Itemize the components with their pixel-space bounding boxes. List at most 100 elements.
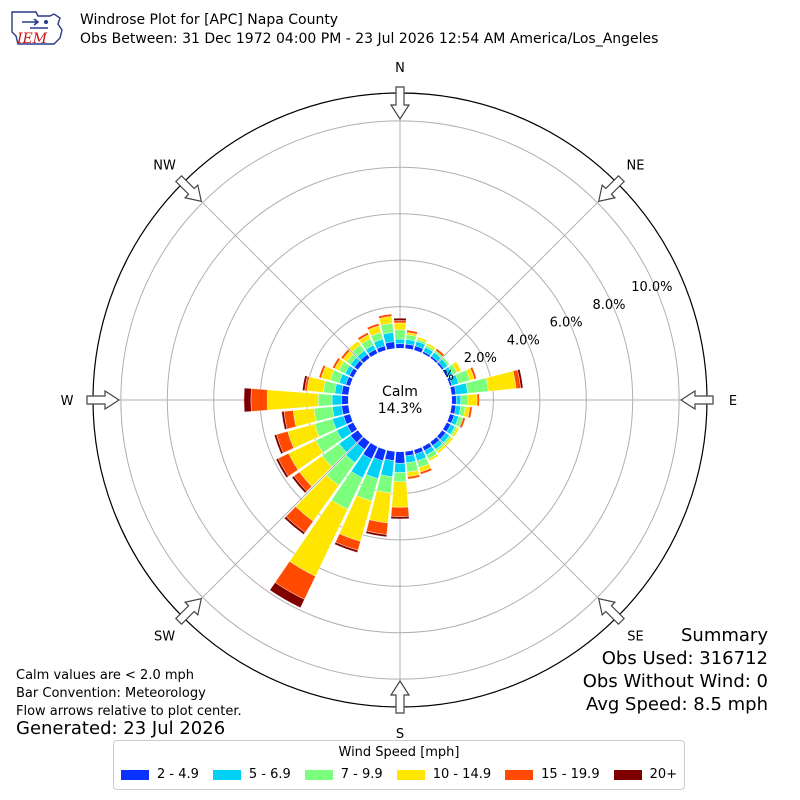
chart-header: Windrose Plot for [APC] Napa County Obs … (80, 11, 658, 49)
direction-label: E (729, 394, 737, 409)
windrose-bar-segment (348, 340, 361, 352)
calm-note: Calm values are < 2.0 mph (16, 668, 195, 683)
windrose-bar-segment (393, 320, 407, 324)
windrose-bar-segment (444, 436, 454, 447)
direction-label: NW (153, 159, 176, 174)
legend-label: 5 - 6.9 (248, 767, 291, 782)
legend-title: Wind Speed [mph] (338, 745, 460, 760)
arrow-shape (679, 389, 714, 411)
grid-spoke (432, 432, 618, 618)
windrose-bar-segment (416, 336, 428, 343)
legend-label: 15 - 19.9 (541, 767, 600, 782)
arrow-shape (597, 597, 626, 626)
windrose-bar-segment (292, 408, 317, 427)
windrose-bar-segment (394, 329, 406, 340)
arrow-shape (597, 174, 626, 203)
windrose-bar-segment (318, 364, 326, 379)
windrose-bar-segment (332, 405, 344, 418)
calm-circle (348, 348, 452, 452)
direction-arrow-icon (86, 389, 121, 411)
arrow-shape (174, 174, 203, 203)
radial-tick-label: 8.0% (592, 298, 625, 313)
windrose-bar-segment (393, 472, 407, 483)
windrose-bar-segment (273, 434, 284, 455)
windrose-bar-segment (332, 357, 341, 369)
windrose-bar-segment (283, 516, 306, 535)
windrose-bar-segment (467, 406, 473, 419)
windrose-bar-segment (467, 393, 478, 407)
generated-date: Generated: 23 Jul 2026 (16, 718, 226, 739)
windrose-bar-segment (382, 332, 395, 344)
windrose-bar-segment (281, 411, 288, 430)
direction-label: NE (626, 159, 644, 174)
windrose-bar-segment (357, 332, 369, 341)
legend-label: 7 - 9.9 (340, 767, 383, 782)
windrose-bar-segment (390, 506, 410, 517)
radial-tick-label: 2.0% (464, 351, 497, 366)
windrose-bar-segment (291, 475, 307, 494)
legend-label: 10 - 14.9 (432, 767, 492, 782)
direction-arrow-icon (597, 597, 626, 626)
windrose-bar-segment (378, 313, 393, 319)
summary-title: Summary (681, 625, 768, 646)
arrow-shape (389, 86, 411, 121)
grid-spoke (432, 182, 618, 368)
chart-subtitle: Obs Between: 31 Dec 1972 04:00 PM - 23 J… (80, 31, 659, 47)
direction-arrow-icon (174, 174, 203, 203)
direction-label: S (396, 727, 404, 742)
calm-value: 14.3% (378, 401, 422, 417)
summary-obs-without-wind: Obs Without Wind: 0 (582, 671, 768, 692)
grid-spoke (182, 182, 368, 368)
chart-title: Windrose Plot for [APC] Napa County (80, 12, 339, 28)
radial-tick-label: 6.0% (550, 316, 583, 331)
windrose-bar-segment (435, 348, 445, 357)
windrose-bar-segment (340, 348, 351, 360)
windrose-bar-segment (406, 329, 418, 335)
windrose-bar-segment (454, 382, 468, 395)
arrow-shape (389, 679, 411, 714)
arrow-shape (174, 597, 203, 626)
direction-label: N (395, 61, 405, 76)
direction-arrows: N NE E SE S SW W NW (61, 61, 738, 742)
windrose-bar-segment (306, 376, 326, 393)
windrose-bar-segment (419, 467, 433, 475)
windrose-bar-segment (366, 323, 380, 330)
radial-tick-label: 10.0% (631, 280, 672, 295)
windrose-bar-segment (390, 516, 410, 520)
windrose-bar-segment (334, 541, 359, 553)
direction-label: SE (627, 629, 643, 644)
windrose-bar-segment (393, 317, 407, 321)
windrose-bar-segment (365, 530, 388, 538)
windrose-bar-segment (322, 380, 337, 394)
summary-avg-speed: Avg Speed: 8.5 mph (586, 694, 768, 715)
windrose-bar-segment (269, 582, 305, 609)
legend-swatch (396, 769, 425, 780)
legend-swatch (304, 769, 333, 780)
summary-box: Summary Obs Used: 316712 Obs Without Win… (583, 624, 768, 716)
bar-convention-note: Bar Convention: Meteorology (16, 686, 206, 701)
legend-item: 20+ (613, 767, 677, 782)
legend-swatch (505, 769, 534, 780)
calm-label: Calm (382, 384, 418, 400)
legend-swatch (613, 769, 642, 780)
legend-item: 5 - 6.9 (212, 767, 291, 782)
direction-label: SW (154, 629, 175, 644)
windrose-bar-segment (302, 375, 308, 391)
windrose-bar-segment (459, 417, 466, 429)
windrose-bar-segment (485, 370, 517, 392)
windrose-bars (243, 313, 524, 609)
iem-logo: IEM (11, 11, 63, 47)
windrose-bar-segment (476, 393, 480, 407)
windrose-bar-segment (441, 357, 450, 367)
direction-arrow-icon (389, 679, 411, 714)
direction-arrow-icon (679, 389, 714, 411)
plot-notes: Calm values are < 2.0 mph Bar Convention… (16, 667, 242, 721)
direction-arrow-icon (174, 597, 203, 626)
direction-label: W (61, 394, 74, 409)
legend-item: 15 - 19.9 (505, 767, 600, 782)
windrose-bar-segment (455, 395, 462, 405)
legend-item: 2 - 4.9 (120, 767, 199, 782)
windrose-bar-segment (394, 462, 406, 473)
direction-arrow-icon (389, 86, 411, 121)
